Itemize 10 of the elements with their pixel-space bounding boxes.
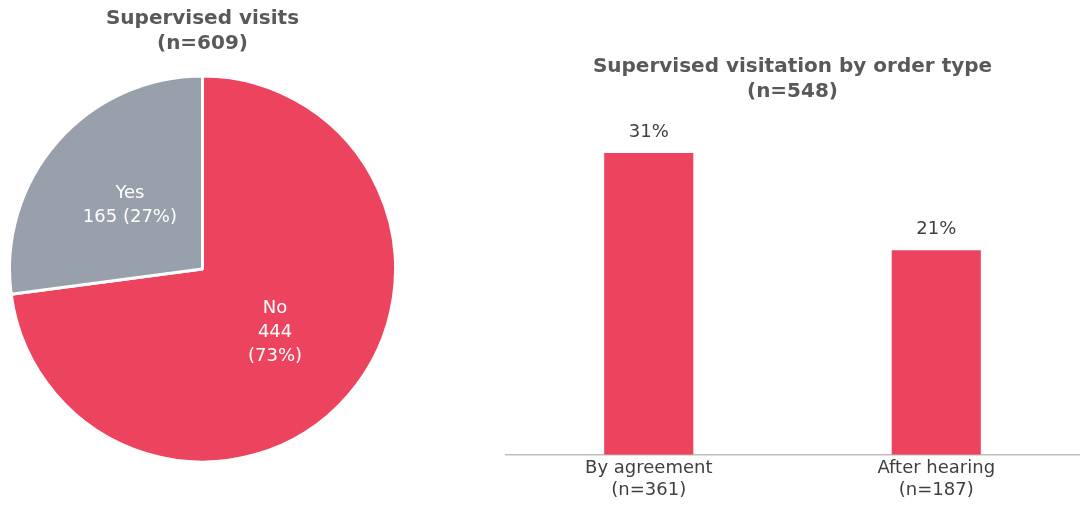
chart-title: Supervised visits (n=609) <box>105 4 300 54</box>
data-label: 31% <box>628 119 669 141</box>
x-tick-label: After hearing (n=187) <box>877 456 996 499</box>
data-label: 444 (73%) <box>248 320 303 366</box>
chart-title: Supervised visitation by order type (n=548) <box>592 52 993 102</box>
x-tick-label: By agreement (n=361) <box>585 456 713 499</box>
data-label: 21% <box>916 216 957 238</box>
data-label: 165 (27%) <box>82 205 177 227</box>
slice-label: No <box>262 296 288 318</box>
slice-label: Yes <box>114 181 145 203</box>
